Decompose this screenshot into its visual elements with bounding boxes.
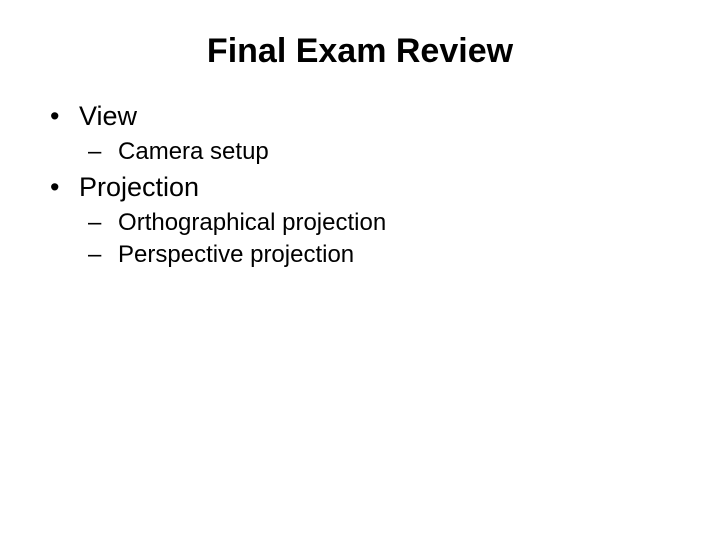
list-item-text: Orthographical projection <box>118 209 386 236</box>
list-item-text: View <box>79 101 137 131</box>
list-item: View <box>50 101 680 132</box>
list-item-text: Camera setup <box>118 138 269 165</box>
list-item-text: Perspective projection <box>118 241 354 268</box>
list-item: Camera setup <box>88 138 680 166</box>
slide-container: Final Exam Review View Camera setup Proj… <box>0 0 720 540</box>
list-item-text: Projection <box>79 172 199 202</box>
slide-title: Final Exam Review <box>40 32 680 71</box>
list-item: Projection <box>50 172 680 203</box>
list-item: Perspective projection <box>88 241 680 269</box>
list-item: Orthographical projection <box>88 209 680 237</box>
